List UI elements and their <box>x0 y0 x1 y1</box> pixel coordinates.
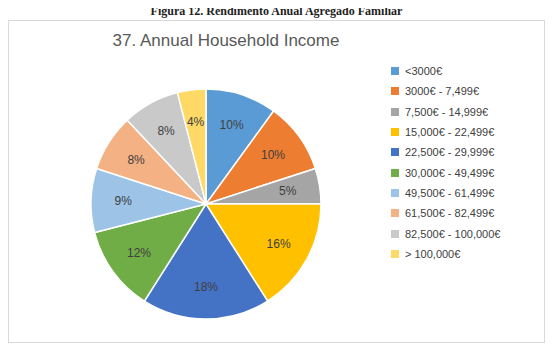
html-text:Figura 12. Rendimento Anual Ag: Figura 12. Rendimento Anual Agregado Fam… <box>150 4 403 18</box>
svg-text:10%: 10% <box>261 148 285 162</box>
svg-text:10%: 10% <box>220 118 244 132</box>
html-text:3000€ - 7,499€: 3000€ - 7,499€ <box>405 85 479 98</box>
html-text:37. Annual Household Income: 37. Annual Household Income <box>112 31 340 50</box>
svg-text:4%: 4% <box>187 115 205 129</box>
svg-text:18%: 18% <box>194 280 218 294</box>
html-text:22,500€ - 29,999€: 22,500€ - 29,999€ <box>405 146 495 159</box>
html-text:61,500€ - 82,499€: 61,500€ - 82,499€ <box>405 207 495 220</box>
html-text:> 100,000€: > 100,000€ <box>405 247 461 260</box>
svg-text:9%: 9% <box>115 194 133 208</box>
svg-text:8%: 8% <box>127 153 145 167</box>
html-text:15,000€ - 22,499€: 15,000€ - 22,499€ <box>405 126 495 138</box>
html-text:<3000€: <3000€ <box>405 65 442 78</box>
svg-text:16%: 16% <box>267 237 291 251</box>
html-text:82,500€ - 100,000€: 82,500€ - 100,000€ <box>405 227 501 240</box>
svg-text:12%: 12% <box>127 246 151 260</box>
html-text:7,500€ - 14,999€: 7,500€ - 14,999€ <box>405 105 489 118</box>
html-text:49,500€ - 61,499€: 49,500€ - 61,499€ <box>405 186 495 199</box>
svg-text:8%: 8% <box>157 124 175 138</box>
svg-text:5%: 5% <box>279 184 297 198</box>
html-text:30,000€ - 49,499€: 30,000€ - 49,499€ <box>405 166 495 179</box>
